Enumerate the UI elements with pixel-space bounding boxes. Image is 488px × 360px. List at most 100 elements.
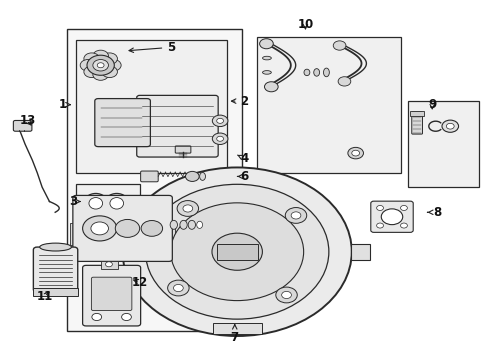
- Circle shape: [337, 77, 350, 86]
- Circle shape: [170, 203, 303, 301]
- Circle shape: [259, 39, 273, 49]
- Ellipse shape: [180, 220, 187, 229]
- Bar: [70, 223, 78, 244]
- Bar: [409, 111, 423, 116]
- Circle shape: [332, 41, 345, 50]
- Ellipse shape: [110, 198, 123, 209]
- Circle shape: [400, 206, 407, 211]
- FancyBboxPatch shape: [411, 112, 422, 134]
- Circle shape: [173, 284, 183, 292]
- Circle shape: [167, 280, 189, 296]
- Circle shape: [141, 221, 162, 236]
- Circle shape: [400, 223, 407, 228]
- Ellipse shape: [104, 193, 129, 213]
- Circle shape: [264, 82, 278, 92]
- Circle shape: [97, 63, 104, 68]
- Text: 8: 8: [427, 206, 440, 219]
- Bar: [76, 184, 140, 223]
- Circle shape: [212, 115, 227, 127]
- Circle shape: [122, 167, 351, 336]
- Text: 4: 4: [237, 152, 248, 165]
- Circle shape: [212, 133, 227, 144]
- Circle shape: [216, 136, 223, 141]
- Text: 5: 5: [129, 41, 175, 54]
- Ellipse shape: [196, 221, 202, 228]
- Ellipse shape: [323, 68, 329, 77]
- Circle shape: [145, 184, 328, 319]
- Circle shape: [381, 209, 402, 225]
- Bar: [101, 261, 118, 269]
- Circle shape: [92, 314, 102, 320]
- Circle shape: [82, 216, 117, 241]
- Ellipse shape: [83, 193, 108, 213]
- Text: 10: 10: [297, 18, 313, 31]
- Circle shape: [211, 233, 262, 270]
- Circle shape: [183, 205, 192, 212]
- Circle shape: [105, 262, 112, 267]
- Bar: [350, 244, 369, 260]
- Text: 3: 3: [69, 195, 80, 208]
- Ellipse shape: [441, 120, 458, 132]
- Circle shape: [347, 147, 363, 159]
- FancyBboxPatch shape: [82, 265, 141, 326]
- Circle shape: [102, 66, 117, 77]
- Bar: [216, 244, 257, 260]
- Circle shape: [93, 69, 108, 80]
- Text: 2: 2: [231, 95, 248, 108]
- Ellipse shape: [40, 243, 71, 251]
- Bar: [256, 37, 400, 173]
- Circle shape: [93, 59, 108, 71]
- Circle shape: [281, 291, 291, 298]
- Ellipse shape: [199, 172, 205, 180]
- FancyBboxPatch shape: [33, 247, 78, 292]
- Circle shape: [177, 201, 198, 216]
- Circle shape: [376, 223, 383, 228]
- Circle shape: [216, 118, 223, 123]
- Ellipse shape: [262, 71, 271, 74]
- Text: 11: 11: [37, 290, 53, 303]
- FancyBboxPatch shape: [91, 277, 132, 311]
- FancyBboxPatch shape: [13, 121, 32, 131]
- Ellipse shape: [170, 220, 177, 229]
- Circle shape: [80, 59, 96, 71]
- Circle shape: [84, 53, 99, 64]
- Circle shape: [93, 50, 108, 62]
- Circle shape: [84, 66, 99, 77]
- Bar: [212, 323, 261, 334]
- Bar: [33, 288, 78, 296]
- Circle shape: [87, 55, 114, 75]
- Circle shape: [351, 150, 359, 156]
- Bar: [109, 245, 123, 258]
- Circle shape: [285, 207, 306, 223]
- Text: 1: 1: [59, 98, 70, 111]
- Circle shape: [122, 314, 131, 320]
- Ellipse shape: [446, 123, 453, 129]
- Circle shape: [185, 171, 199, 181]
- FancyBboxPatch shape: [175, 146, 190, 153]
- Ellipse shape: [262, 56, 271, 60]
- FancyBboxPatch shape: [370, 201, 412, 232]
- Bar: [66, 30, 242, 330]
- FancyBboxPatch shape: [95, 99, 150, 147]
- Bar: [407, 101, 478, 187]
- Text: 12: 12: [131, 276, 147, 289]
- Circle shape: [102, 53, 117, 64]
- Circle shape: [105, 59, 121, 71]
- FancyBboxPatch shape: [141, 171, 158, 182]
- Text: 7: 7: [230, 325, 238, 344]
- FancyBboxPatch shape: [73, 195, 172, 261]
- Text: 9: 9: [427, 98, 435, 111]
- Text: 6: 6: [237, 170, 248, 183]
- Ellipse shape: [313, 69, 319, 76]
- Circle shape: [275, 287, 297, 303]
- FancyBboxPatch shape: [137, 95, 218, 157]
- Text: 13: 13: [20, 114, 36, 127]
- Circle shape: [376, 206, 383, 211]
- Ellipse shape: [188, 220, 195, 229]
- Ellipse shape: [304, 69, 309, 76]
- Bar: [167, 223, 174, 244]
- Circle shape: [115, 220, 140, 237]
- Circle shape: [91, 222, 108, 235]
- Bar: [76, 40, 227, 173]
- Ellipse shape: [89, 198, 102, 209]
